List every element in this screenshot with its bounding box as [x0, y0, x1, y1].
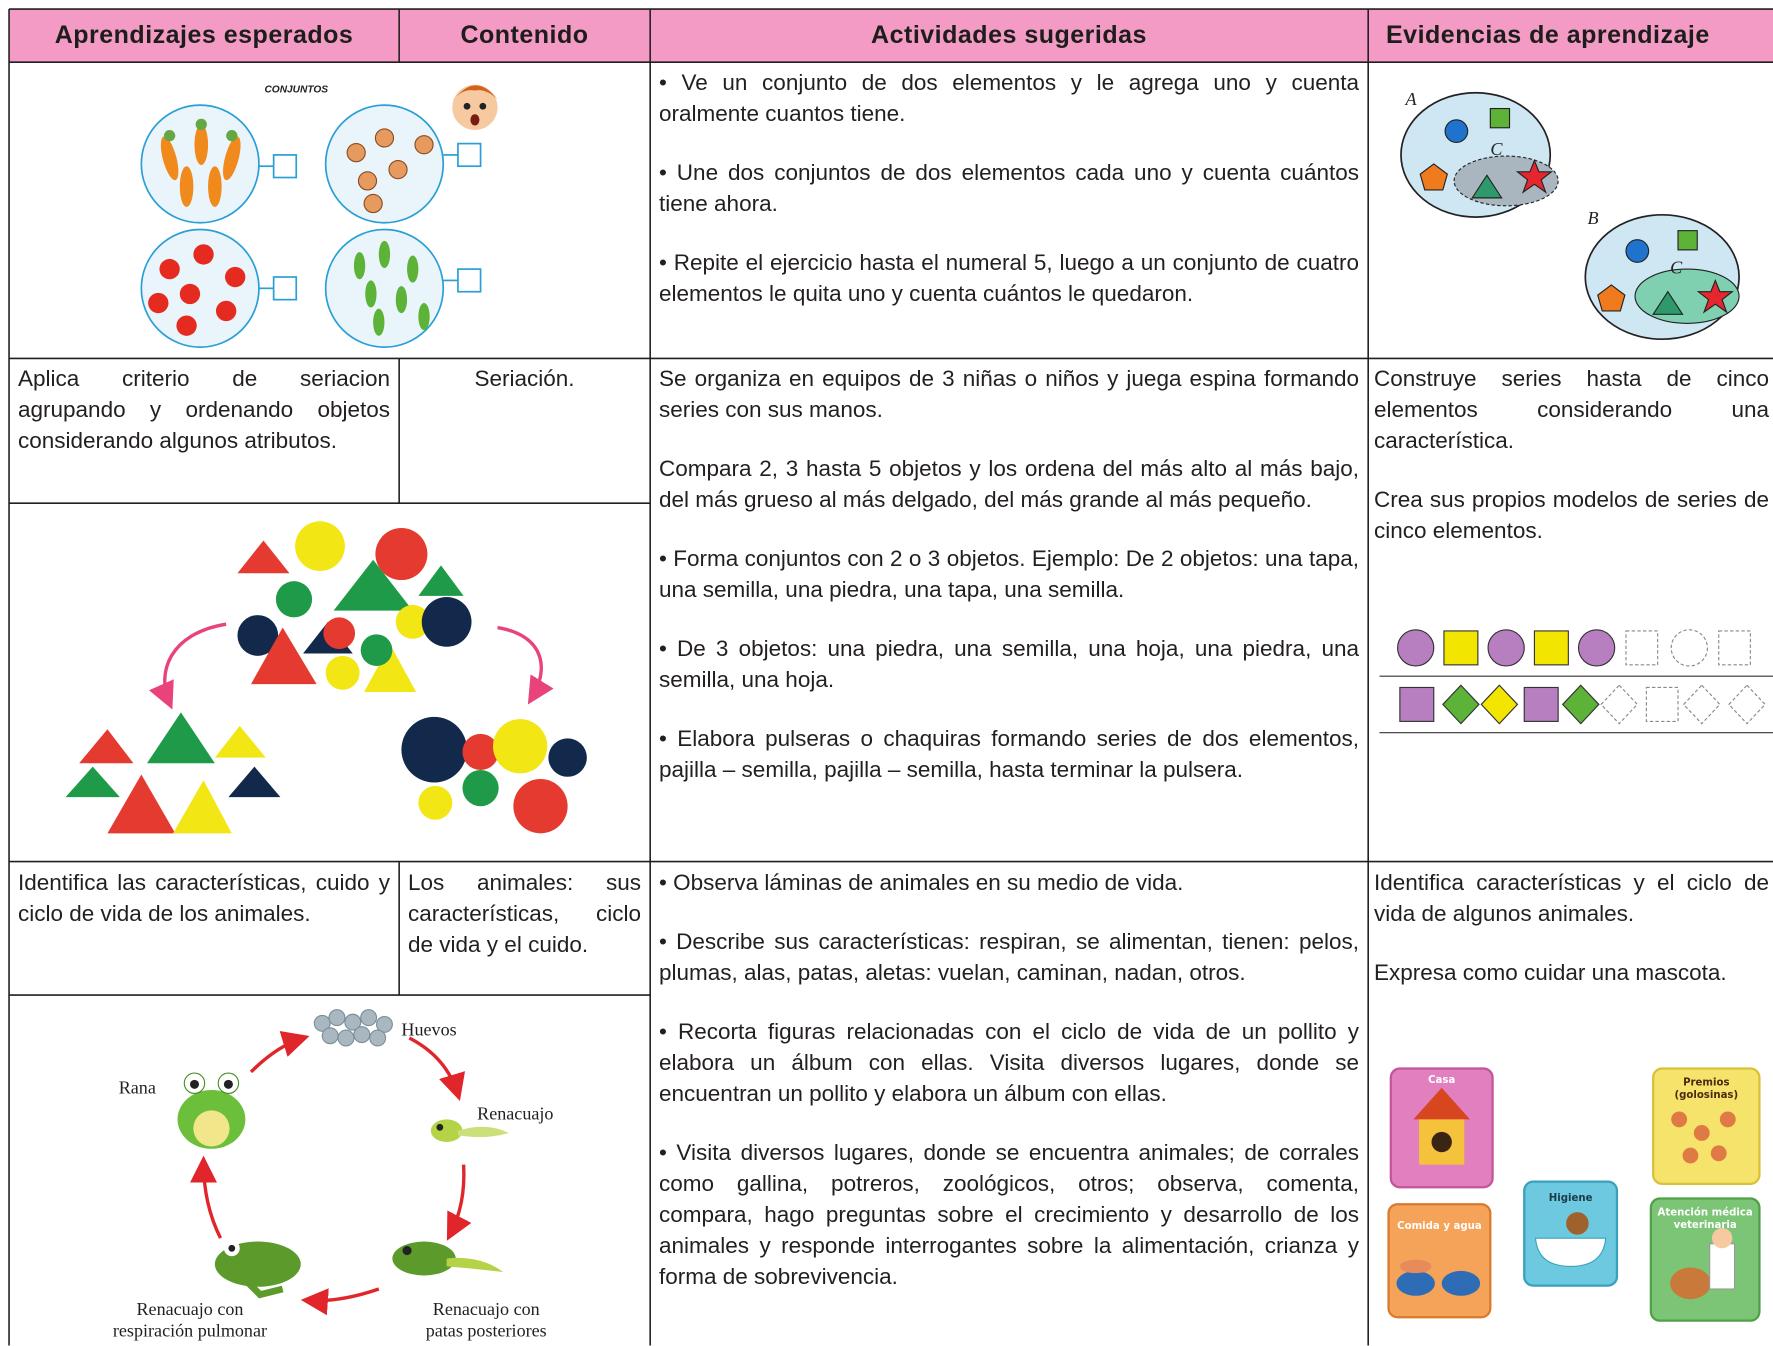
activity: • Une dos conjuntos de dos elementos cad…: [659, 160, 1359, 216]
cycle-label: Huevos: [401, 1020, 456, 1040]
card-label: Higiene: [1549, 1193, 1593, 1204]
activities-cell: Se organiza en equipos de 3 niñas o niño…: [650, 360, 1368, 862]
activity: • Repite el ejercicio hasta el numeral 5…: [659, 250, 1359, 306]
card-label: veterinaria: [1674, 1220, 1737, 1231]
table-borders: [8, 8, 1773, 1346]
learning-cell: Identifica las características, cuido y …: [9, 864, 399, 995]
activity: • Describe sus características: respiran…: [659, 929, 1359, 985]
learning-text: Identifica las características, cuido y …: [18, 870, 390, 926]
card-label: Casa: [1428, 1075, 1455, 1086]
set-label: B: [1588, 208, 1599, 228]
activity: • Visita diversos lugares, donde se encu…: [659, 1140, 1359, 1289]
cycle-label: Renacuajo con: [137, 1299, 244, 1319]
card-label: Atención médica: [1658, 1207, 1753, 1219]
card-label: (golosinas): [1674, 1090, 1738, 1101]
card-label: Premios: [1683, 1077, 1729, 1088]
content-cell: Seriación.: [399, 360, 650, 503]
activity: • De 3 objetos: una piedra, una semilla,…: [659, 636, 1359, 692]
activities-cell: • Observa láminas de animales en su medi…: [650, 864, 1368, 1346]
activity: Compara 2, 3 hasta 5 objetos y los orden…: [659, 456, 1359, 512]
activity: • Forma conjuntos con 2 o 3 objetos. Eje…: [659, 546, 1359, 602]
pet-cards: Casa Premios (golosinas) Higiene Comida …: [1387, 1067, 1761, 1322]
series-diagram: [1379, 629, 1773, 734]
evidence-cell: Construye series hasta de cinco elemento…: [1368, 360, 1773, 620]
activity: • Observa láminas de animales en su medi…: [659, 870, 1184, 895]
header-cell: Evidencias de aprendizaje: [1386, 21, 1710, 49]
activities-cell: • Ve un conjunto de dos elementos y le a…: [650, 64, 1368, 358]
set-label: C: [1490, 139, 1503, 159]
frog-cycle: Huevos Rana Renacuajo Renacuajo con pata…: [113, 1009, 553, 1341]
cycle-label: Renacuajo con: [433, 1299, 540, 1319]
activity: • Ve un conjunto de dos elementos y le a…: [659, 70, 1359, 126]
evidence: Construye series hasta de cinco elemento…: [1374, 366, 1769, 453]
header-bg: [9, 9, 1773, 63]
shapes-illustration: [65, 521, 587, 834]
learning-cell: Aplica criterio de seriacion agrupando y…: [9, 360, 399, 503]
header-cell: Aprendizajes esperados: [54, 21, 354, 49]
illustration-title: CONJUNTOS: [264, 85, 328, 96]
content-text: Los animales: sus características, ciclo…: [408, 870, 641, 957]
cycle-label: Renacuajo: [477, 1103, 553, 1123]
evidence: Crea sus propios modelos de series de ci…: [1374, 487, 1769, 543]
evidence-cell: Identifica características y el ciclo de…: [1368, 864, 1773, 1064]
evidence: Identifica características y el ciclo de…: [1374, 870, 1769, 926]
cycle-label: respiración pulmonar: [113, 1321, 267, 1341]
activity: • Recorta figuras relacionadas con el ci…: [659, 1019, 1359, 1106]
activity: Se organiza en equipos de 3 niñas o niño…: [659, 366, 1359, 422]
content-text: Seriación.: [474, 366, 575, 391]
header-cell: Actividades sugeridas: [871, 21, 1147, 49]
learning-text: Aplica criterio de seriacion agrupando y…: [18, 366, 390, 453]
sets-diagram: A C B C: [1400, 89, 1740, 341]
header-cell: Contenido: [460, 21, 589, 49]
card-label: Comida y agua: [1397, 1221, 1482, 1232]
content-cell: Los animales: sus características, ciclo…: [399, 864, 650, 995]
cycle-label: patas posteriores: [426, 1321, 547, 1341]
cycle-label: Rana: [119, 1077, 156, 1097]
set-label: A: [1405, 89, 1418, 109]
set-label: C: [1670, 258, 1683, 278]
activity: • Elabora pulseras o chaquiras formando …: [659, 726, 1359, 782]
evidence: Expresa como cuidar una mascota.: [1374, 960, 1727, 985]
sets-illustration: CONJUNTOS: [140, 85, 498, 348]
